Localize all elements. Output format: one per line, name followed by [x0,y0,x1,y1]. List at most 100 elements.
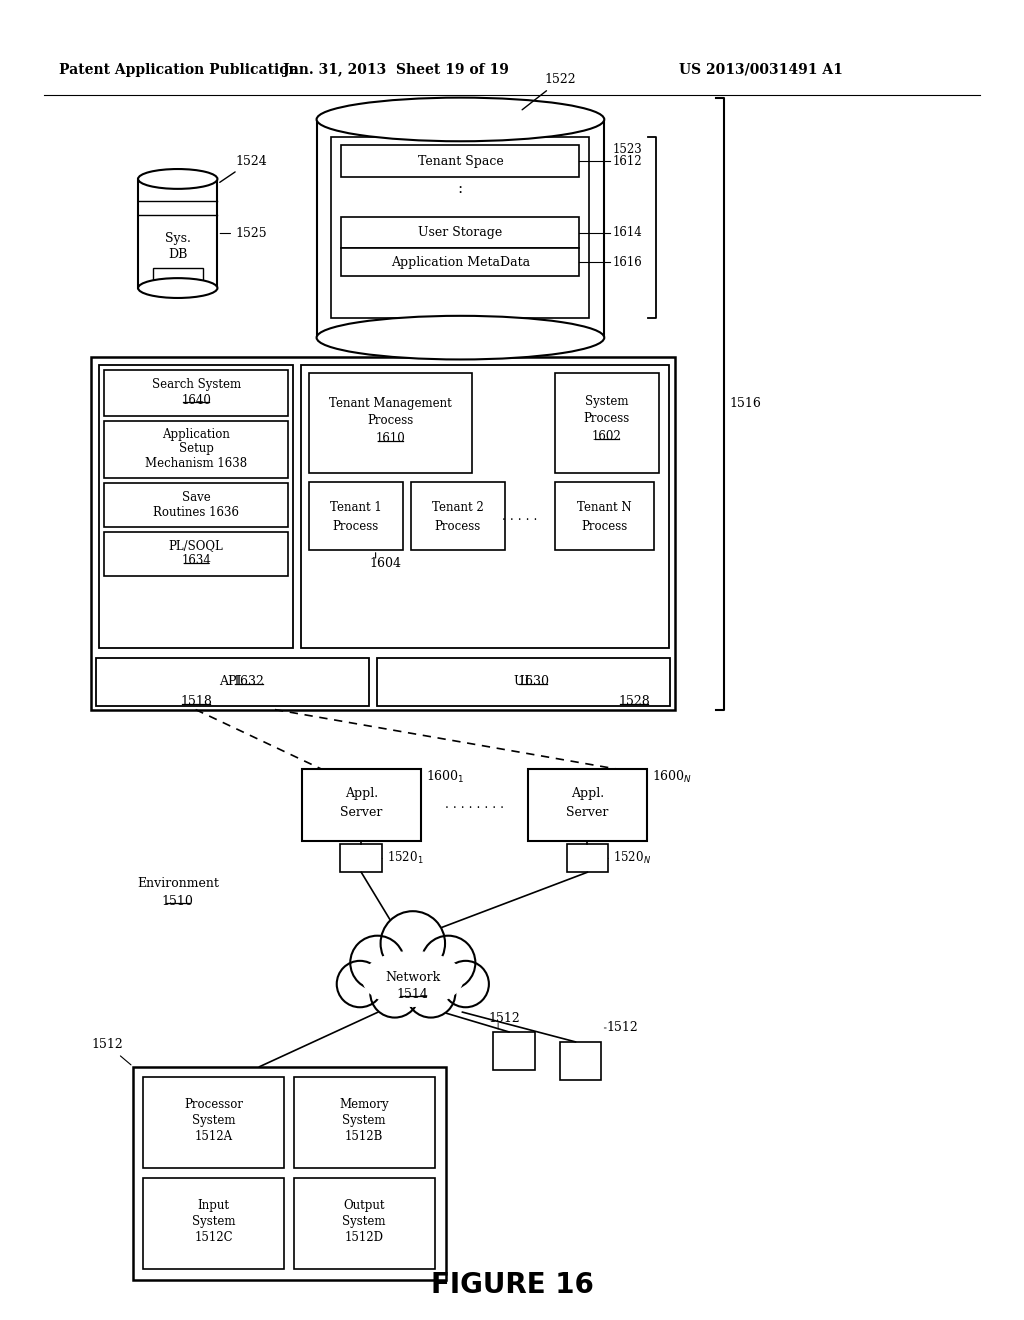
Text: System: System [191,1114,236,1127]
Text: 1632: 1632 [232,676,264,688]
Bar [143,1077,284,1168]
Text: 1616: 1616 [612,256,642,269]
Text: Process: Process [581,520,628,532]
Bar [341,216,580,248]
Text: Process: Process [584,412,630,425]
Text: 1512: 1512 [606,1022,638,1035]
Circle shape [350,936,404,990]
Text: 1614: 1614 [612,226,642,239]
Circle shape [337,961,383,1007]
Text: 1512A: 1512A [195,1130,232,1143]
Bar [153,268,203,282]
Text: 1514: 1514 [397,987,429,1001]
Bar [494,1032,535,1069]
Bar [527,770,647,841]
Text: Process: Process [333,520,379,532]
Bar [294,1077,434,1168]
Text: 1520$_1$: 1520$_1$ [387,850,424,866]
Text: 1512: 1512 [91,1039,131,1065]
Bar [555,482,654,550]
Circle shape [421,936,475,990]
Text: 1600$_N$: 1600$_N$ [652,770,692,785]
Text: Sys.: Sys. [165,232,190,246]
Text: Appl.: Appl. [570,788,604,800]
Bar [96,657,370,706]
Bar [143,1177,284,1269]
Text: 1600$_1$: 1600$_1$ [426,770,464,785]
Text: Jan. 31, 2013  Sheet 19 of 19: Jan. 31, 2013 Sheet 19 of 19 [283,63,509,77]
Text: Tenant N: Tenant N [577,500,632,513]
Text: System: System [585,395,629,408]
Bar [341,145,580,177]
Text: Setup: Setup [178,442,214,455]
Text: Application MetaData: Application MetaData [391,256,530,269]
Text: DB: DB [168,248,187,261]
Text: System: System [191,1214,236,1228]
Bar [555,374,658,473]
Text: Patent Application Publication: Patent Application Publication [58,63,298,77]
Text: User Storage: User Storage [418,226,503,239]
Text: 1604: 1604 [370,557,401,570]
Text: 1523: 1523 [612,143,642,156]
Text: 1518: 1518 [180,696,212,708]
Bar [341,248,580,276]
Circle shape [371,969,419,1018]
Text: 1612: 1612 [612,154,642,168]
Bar [340,845,382,873]
Bar [377,657,670,706]
Text: 1510: 1510 [162,895,194,908]
Text: 1610: 1610 [376,433,406,445]
Ellipse shape [316,98,604,141]
Text: Tenant 1: Tenant 1 [330,500,382,513]
Ellipse shape [316,315,604,359]
Text: FIGURE 16: FIGURE 16 [430,1271,594,1299]
Text: Memory: Memory [339,1098,389,1111]
Text: 1512D: 1512D [345,1230,384,1243]
Text: Process: Process [435,520,481,532]
Text: 1512B: 1512B [345,1130,383,1143]
Text: Application: Application [162,429,230,441]
Ellipse shape [138,169,217,189]
Text: Tenant 2: Tenant 2 [432,500,483,513]
Bar [411,482,505,550]
Bar [99,366,293,648]
Text: Output: Output [343,1199,385,1212]
Text: :: : [458,182,463,195]
Bar [559,1041,601,1080]
Circle shape [381,911,445,975]
Text: 1528: 1528 [618,696,650,708]
Text: Server: Server [566,807,608,820]
Bar [104,421,288,478]
Bar [133,1067,445,1280]
Bar [308,374,472,473]
Text: Search System: Search System [152,378,241,391]
Text: Process: Process [368,414,414,428]
Bar [294,1177,434,1269]
Bar [104,371,288,416]
Text: System: System [342,1214,386,1228]
Text: . . . . .: . . . . . [502,510,538,523]
Bar [332,137,590,318]
Text: Appl.: Appl. [345,788,378,800]
Text: . . . . . . . .: . . . . . . . . [444,799,504,812]
Text: Mechanism 1638: Mechanism 1638 [145,457,247,470]
Text: Server: Server [340,807,382,820]
Text: 1630: 1630 [517,676,549,688]
Text: 1525: 1525 [236,227,267,240]
Bar [302,770,421,841]
Text: Tenant Space: Tenant Space [418,154,504,168]
Bar [91,358,675,710]
Text: System: System [342,1114,386,1127]
Text: Processor: Processor [184,1098,243,1111]
Text: 1524: 1524 [220,154,267,182]
Text: Environment: Environment [137,876,219,890]
Text: 1512C: 1512C [195,1230,232,1243]
Circle shape [407,969,456,1018]
Text: Routines 1636: Routines 1636 [154,506,239,519]
Text: Save: Save [181,491,211,504]
Text: Tenant Management: Tenant Management [329,396,452,409]
Text: US 2013/0031491 A1: US 2013/0031491 A1 [679,63,843,77]
Text: 1634: 1634 [181,554,211,568]
Text: Input: Input [198,1199,229,1212]
Text: 1602: 1602 [592,430,622,444]
